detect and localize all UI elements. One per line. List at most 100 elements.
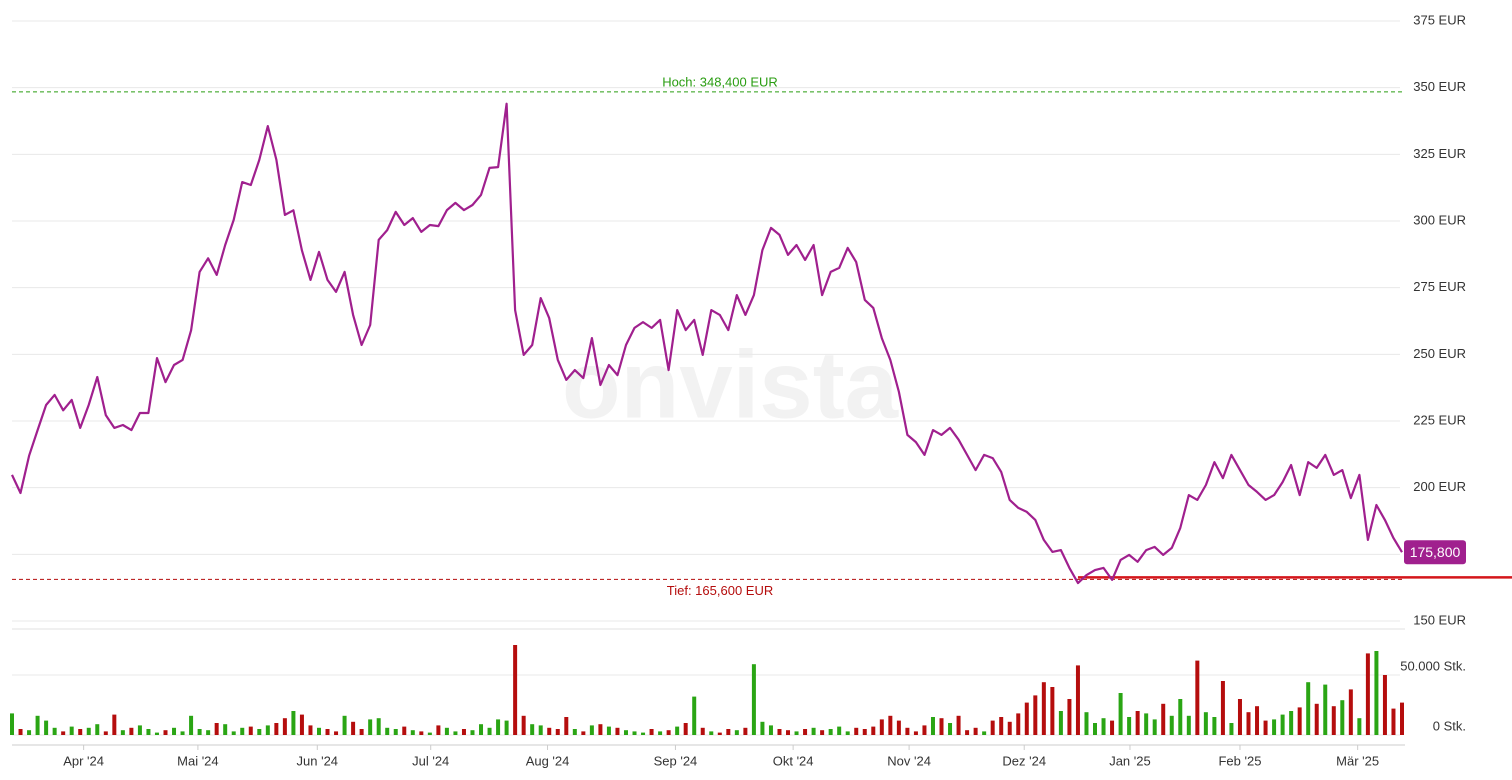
last-price-badge	[1404, 540, 1466, 565]
volume-bar	[1323, 684, 1328, 735]
volume-bar	[1024, 702, 1029, 735]
volume-bar	[265, 725, 270, 735]
volume-bar	[615, 727, 620, 735]
volume-bar	[316, 727, 321, 735]
volume-bar	[453, 731, 458, 735]
volume-bar	[581, 731, 586, 735]
volume-bar	[257, 729, 262, 735]
volume-bar	[743, 727, 748, 735]
volume-bar	[1075, 665, 1080, 735]
volume-bar	[564, 717, 569, 735]
last-price-label: 175,800	[1410, 544, 1461, 560]
volume-bar	[368, 719, 373, 735]
y-tick-label: 325 EUR	[1413, 146, 1466, 161]
volume-bar	[1306, 682, 1311, 735]
volume-bar	[69, 726, 74, 735]
volume-bar	[1050, 687, 1055, 735]
volume-bar	[282, 718, 287, 735]
volume-bar	[939, 718, 944, 735]
volume-bar	[1058, 711, 1063, 735]
volume-bar	[896, 720, 901, 735]
volume-bar	[1084, 712, 1089, 735]
volume-bar	[589, 725, 594, 735]
volume-bar	[248, 726, 253, 735]
x-tick-label: Jun '24	[297, 753, 339, 768]
volume-bar	[172, 727, 177, 735]
volume-bar	[1195, 660, 1200, 735]
volume-bar	[496, 719, 501, 735]
volume-bar	[905, 727, 910, 735]
volume-bar	[760, 721, 765, 735]
volume-bar	[325, 729, 330, 735]
x-tick-label: Dez '24	[1002, 753, 1046, 768]
volume-bar	[189, 715, 194, 735]
x-tick-label: Sep '24	[654, 753, 698, 768]
x-tick-label: Mär '25	[1336, 753, 1379, 768]
volume-bar	[291, 711, 296, 735]
low-label: Tief: 165,600 EUR	[667, 583, 773, 598]
volume-bar	[154, 732, 159, 735]
watermark: onvista	[562, 331, 899, 438]
volume-bar	[879, 719, 884, 735]
volume-bar	[1357, 718, 1362, 735]
volume-bar	[717, 732, 722, 735]
volume-bar	[1067, 699, 1072, 735]
volume-bar	[112, 714, 117, 735]
volume-bar	[888, 715, 893, 735]
volume-bar	[794, 731, 799, 735]
volume-bar	[487, 727, 492, 735]
volume-bar	[1118, 693, 1123, 735]
volume-bar	[862, 729, 867, 735]
x-tick-label: Apr '24	[63, 753, 104, 768]
volume-bar	[1374, 651, 1379, 735]
volume-bar	[419, 731, 424, 735]
y-tick-label: 200 EUR	[1413, 479, 1466, 494]
volume-bar	[1016, 713, 1021, 735]
volume-bar	[120, 730, 125, 735]
volume-bar	[768, 725, 773, 735]
volume-bar	[956, 715, 961, 735]
volume-bar	[1289, 711, 1294, 735]
price-line	[11, 102, 1403, 585]
volume-bar	[95, 724, 100, 735]
volume-bar	[1297, 707, 1302, 735]
volume-bar	[393, 729, 398, 735]
x-tick-label: Okt '24	[773, 753, 814, 768]
volume-bar	[922, 725, 927, 735]
x-tick-label: Aug '24	[526, 753, 570, 768]
volume-bar	[854, 727, 859, 735]
volume-bar	[649, 729, 654, 735]
volume-bar	[1280, 714, 1285, 735]
volume-bar	[61, 731, 66, 735]
volume-bar	[1033, 695, 1038, 735]
volume-bar	[973, 727, 978, 735]
volume-bar	[35, 715, 40, 735]
volume-bar	[734, 730, 739, 735]
volume-bar	[308, 725, 313, 735]
volume-bar	[777, 729, 782, 735]
volume-bar	[27, 730, 32, 735]
volume-bar	[103, 731, 108, 735]
volume-bar	[1348, 689, 1353, 735]
volume-bar	[606, 726, 611, 735]
volume-bar	[845, 731, 850, 735]
volume-bar	[1093, 723, 1098, 735]
volume-bar	[623, 730, 628, 735]
volume-bar	[871, 726, 876, 735]
volume-bar	[1391, 708, 1396, 735]
volume-bar	[479, 724, 484, 735]
volume-bar	[44, 720, 49, 735]
volume-bar	[811, 727, 816, 735]
volume-bar	[137, 725, 142, 735]
volume-bar	[1220, 681, 1225, 735]
volume-bar	[948, 723, 953, 735]
volume-bar	[837, 726, 842, 735]
volume-bar	[1101, 718, 1106, 735]
volume-bar	[461, 729, 466, 735]
volume-bar	[1135, 711, 1140, 735]
volume-bar	[342, 715, 347, 735]
volume-bar	[547, 727, 552, 735]
volume-bar	[436, 725, 441, 735]
volume-bar	[632, 731, 637, 735]
